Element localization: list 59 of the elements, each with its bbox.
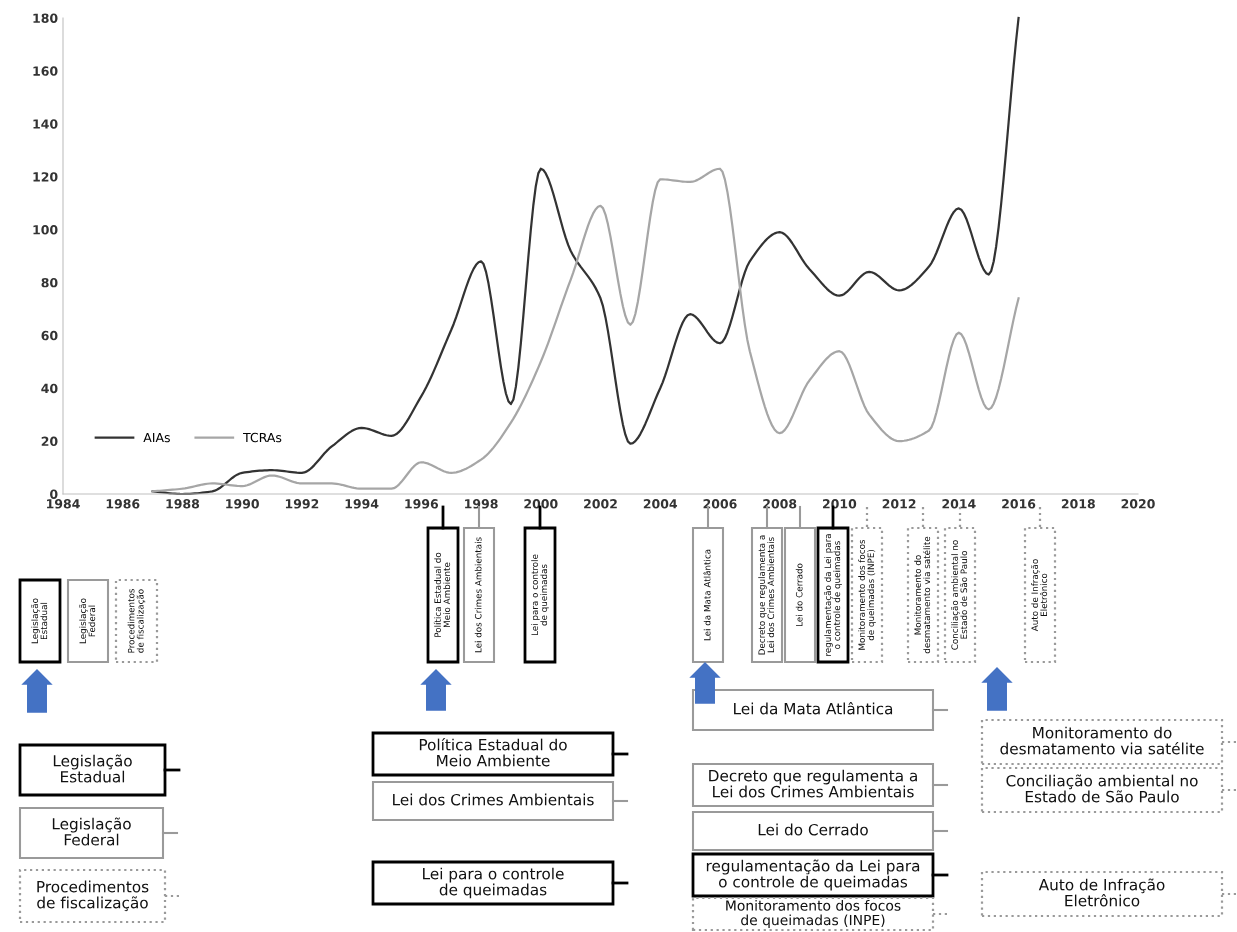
text: Procedimentos de fiscalização	[37, 880, 149, 912]
text: Monitoramento do desmatamento via satélite	[914, 536, 931, 654]
y-tick-label: 140	[33, 119, 58, 129]
y-tick-label: 160	[33, 66, 58, 76]
text: Legislação Federal	[52, 817, 131, 846]
text: Lei para o controle de queimadas	[531, 554, 549, 636]
text: Lei do Cerrado	[758, 823, 868, 836]
x-tick-label: 1990	[226, 499, 259, 509]
text: Monitoramento dos focos de queimadas (INPE)	[726, 900, 901, 928]
x-tick-label: 1994	[345, 499, 379, 509]
text: Legislação Federal	[79, 598, 96, 644]
x-tick-label: 2006	[703, 499, 737, 509]
y-tick-label: 100	[33, 225, 58, 235]
text: Decreto que regulamenta a Lei dos Crimes Ambientais	[758, 535, 775, 655]
text: Conciliação ambiental no Estado de São Paulo	[1006, 774, 1198, 803]
x-tick-label: 2020	[1121, 499, 1155, 509]
text: Conciliação ambiental no Estado de São Paulo	[951, 540, 968, 650]
x-tick-label: 1984	[47, 499, 80, 509]
x-tick-label: 1992	[285, 499, 319, 509]
text: Decreto que regulamenta a Lei dos Crimes Ambientais	[709, 769, 917, 798]
x-tick-label: 2018	[1061, 499, 1095, 509]
text: Lei dos Crimes Ambientais	[474, 537, 482, 653]
x-tick-label: 2010	[822, 499, 857, 509]
text: regulamentação da Lei para o controle de queimadas	[824, 534, 842, 656]
x-tick-label: 2002	[584, 499, 617, 509]
text: Monitoramento dos focos de queimadas (INPE)	[858, 539, 876, 650]
x-tick-label: 2008	[763, 499, 797, 509]
text: Lei para o controle de queimadas	[423, 867, 564, 899]
x-tick-label: 2012	[882, 499, 916, 509]
y-tick-label: 80	[41, 277, 58, 288]
text: Lei da Mata Atlântica	[703, 549, 711, 641]
x-tick-label: 2004	[643, 499, 678, 509]
y-tick-label: 40	[41, 383, 58, 394]
x-tick-label: 1986	[106, 499, 140, 509]
text: Procedimentos de fiscalização	[127, 589, 146, 653]
y-tick-label: 0	[50, 489, 58, 499]
text: Lei do Cerrado	[795, 563, 803, 627]
text: Legislação Estadual	[31, 598, 48, 644]
y-tick-label: 180	[33, 13, 58, 23]
y-tick-label: 20	[41, 436, 58, 447]
y-tick-label: 120	[33, 172, 58, 182]
text: Auto de Infração Eletrônico	[1038, 878, 1165, 907]
x-tick-label: 1996	[405, 499, 439, 509]
text: Política Estadual do Meio Ambiente	[433, 552, 451, 637]
text: Legislação Estadual	[53, 754, 132, 783]
x-tick-label: 1988	[166, 499, 200, 509]
legend-label: TCRAs	[243, 432, 282, 443]
x-tick-label: 2000	[524, 499, 558, 509]
text: Auto de Infração Eletrônico	[1031, 559, 1048, 632]
text: Política Estadual do Meio Ambiente	[419, 738, 567, 767]
x-tick-label: 1998	[465, 499, 498, 509]
x-tick-label: 2016	[1002, 499, 1036, 509]
text: regulamentação da Lei para o controle de queimadas	[706, 859, 920, 891]
legend-label: AIAs	[143, 432, 170, 443]
text: Lei da Mata Atlântica	[734, 702, 893, 715]
y-tick-label: 60	[41, 330, 58, 341]
x-tick-label: 2014	[942, 499, 976, 509]
text: Lei dos Crimes Ambientais	[393, 793, 594, 806]
text: Monitoramento do desmatamento via satélite	[1000, 726, 1204, 755]
